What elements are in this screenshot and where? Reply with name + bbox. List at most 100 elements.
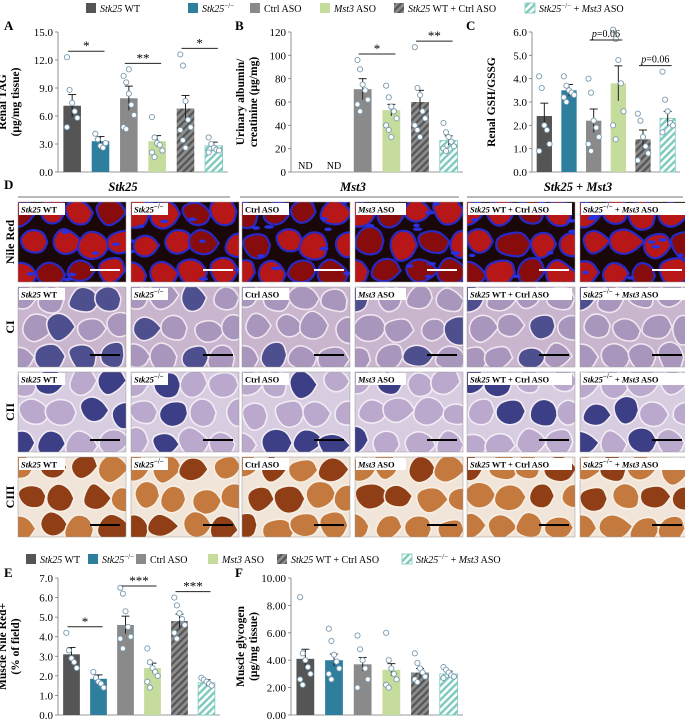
legend-swatch xyxy=(136,554,146,564)
micrograph-tile: Stk25 WT xyxy=(17,371,127,453)
micrograph-label: Mst3 ASO xyxy=(357,290,395,300)
muscle-fiber xyxy=(467,481,497,509)
y-tick-label: 7.0 xyxy=(39,573,53,585)
muscle-fiber xyxy=(583,313,611,339)
muscle-fiber xyxy=(132,316,163,342)
muscle-fiber xyxy=(18,484,47,509)
data-point xyxy=(127,633,134,640)
muscle-fiber xyxy=(213,457,239,481)
micrograph-content xyxy=(467,287,575,367)
nd-label: ND xyxy=(327,161,341,172)
data-point xyxy=(144,645,151,652)
muscle-fiber xyxy=(257,259,288,282)
data-point xyxy=(416,133,424,141)
muscle-fiber xyxy=(288,372,319,400)
muscle-fiber xyxy=(164,229,195,255)
micrograph-tile: Stk25−/− + Mst3 ASO xyxy=(579,286,685,368)
muscle-fiber xyxy=(207,372,239,399)
micrograph-label-box xyxy=(468,373,572,385)
micrograph-label-box xyxy=(243,373,289,385)
group-header: Stk25 xyxy=(108,180,137,194)
muscle-fiber xyxy=(160,314,188,341)
data-point xyxy=(354,101,361,108)
muscle-fiber xyxy=(528,314,557,340)
micrograph-content xyxy=(131,457,239,537)
muscle-fiber xyxy=(320,288,348,313)
data-point xyxy=(563,98,570,106)
micrograph-content xyxy=(355,372,463,452)
data-point xyxy=(588,147,595,155)
muscle-fiber xyxy=(179,372,209,399)
muscle-fiber xyxy=(242,512,259,537)
micrograph-border xyxy=(579,371,685,453)
muscle-fiber xyxy=(45,312,77,342)
data-point xyxy=(411,122,418,129)
muscle-fiber xyxy=(641,314,673,340)
nucleus xyxy=(468,253,476,258)
data-point xyxy=(177,51,184,58)
muscle-fiber xyxy=(375,514,404,537)
micrograph-label-box xyxy=(468,203,572,215)
muscle-fiber xyxy=(242,432,258,452)
micrograph-label-box xyxy=(468,288,572,300)
muscle-fiber xyxy=(580,430,601,452)
data-point xyxy=(159,147,166,154)
y-axis-label: Muscle Nile Red+ xyxy=(0,603,9,690)
data-point xyxy=(414,84,421,92)
muscle-fiber xyxy=(334,231,350,259)
legend-swatch xyxy=(208,554,218,564)
legend-swatch xyxy=(86,3,96,13)
data-point xyxy=(664,108,671,115)
legend-label: Mst3 ASO xyxy=(221,555,264,566)
micrograph-tile: Stk25 WT + Ctrl ASO xyxy=(466,286,576,368)
data-point xyxy=(634,110,641,117)
muscle-fiber xyxy=(608,228,647,256)
data-point xyxy=(330,651,338,658)
data-point xyxy=(151,134,158,141)
data-point xyxy=(125,90,132,97)
data-point xyxy=(66,86,73,93)
muscle-fiber xyxy=(514,511,544,537)
legend-swatch xyxy=(320,3,330,13)
data-point xyxy=(563,82,570,89)
muscle-fiber xyxy=(543,516,575,537)
nucleus xyxy=(62,277,73,282)
muscle-fiber xyxy=(151,432,181,452)
row-label: Nile Red xyxy=(3,220,17,265)
micrograph-tile: Stk25−/− xyxy=(130,201,240,283)
y-tick-label: 6.0 xyxy=(39,111,53,123)
y-axis-label: Renal GSH/GSSG xyxy=(486,57,498,147)
micrograph-border xyxy=(130,201,240,283)
micrograph-border xyxy=(130,456,240,538)
significance-label: * xyxy=(374,41,381,56)
y-tick-label: 2.00 xyxy=(267,683,287,695)
muscle-fiber xyxy=(290,202,317,224)
y-tick-label: 0.0 xyxy=(39,710,53,722)
data-point xyxy=(450,143,457,150)
bar xyxy=(610,83,626,172)
data-point xyxy=(669,122,676,129)
y-axis-label: Muscle glycogen xyxy=(235,605,247,686)
muscle-fiber xyxy=(44,398,77,427)
muscle-fiber xyxy=(287,287,321,311)
data-point xyxy=(536,73,543,80)
micrograph-label-box xyxy=(132,288,168,300)
muscle-fiber xyxy=(467,227,494,254)
muscle-fiber xyxy=(93,287,122,313)
data-point xyxy=(177,126,184,134)
micrograph-content xyxy=(580,287,685,367)
y-tick-label: 0.0 xyxy=(39,167,53,179)
muscle-fiber xyxy=(556,314,575,341)
y-axis-label: Urinary albumin/ xyxy=(235,58,247,145)
data-point xyxy=(179,616,186,623)
muscle-fiber xyxy=(149,342,178,367)
nucleus xyxy=(582,270,589,275)
micrograph-label: Stk25−/− + Mst3 ASO xyxy=(583,203,659,215)
data-point xyxy=(205,134,212,141)
muscle-fiber xyxy=(372,430,401,452)
micrograph-border xyxy=(466,456,576,538)
muscle-fiber xyxy=(18,514,37,537)
muscle-fiber xyxy=(407,372,434,398)
muscle-fiber xyxy=(224,232,239,259)
nucleus xyxy=(589,214,599,219)
